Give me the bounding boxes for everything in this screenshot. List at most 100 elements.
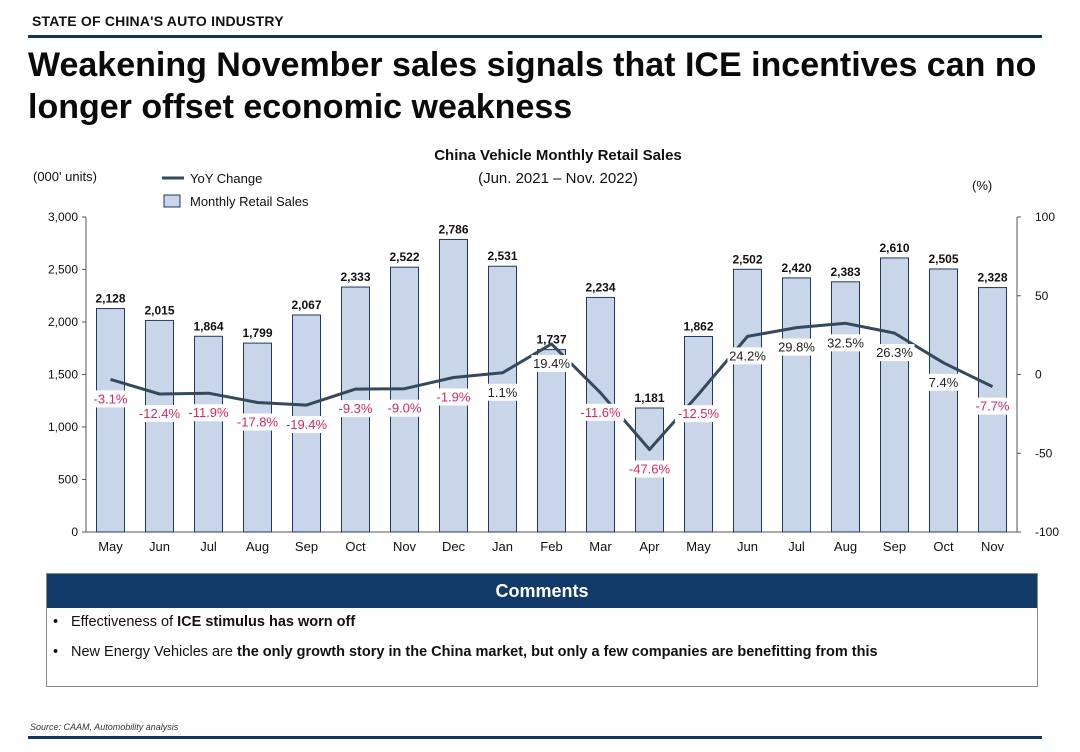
bar-value-label: 2,522 — [389, 250, 419, 264]
yoy-label-bg — [825, 334, 866, 352]
yoy-value-label: -19.4% — [286, 417, 328, 432]
right-tick-label: 100 — [1035, 210, 1055, 224]
data-labels: 2,128 2,015 1,864 1,799 2,067 2,333 2,522 2,786… — [90, 222, 1013, 478]
sales-bar — [831, 281, 860, 533]
bar-value-label: 2,531 — [487, 249, 517, 263]
sales-bar — [194, 335, 223, 533]
yoy-label-bg — [531, 354, 572, 372]
x-category-label: Mar — [589, 539, 612, 554]
x-category-label: Dec — [442, 539, 466, 554]
yoy-value-label: 1.1% — [488, 385, 518, 400]
bar-value-label: 1,799 — [242, 326, 272, 340]
bar-value-label: 1,181 — [634, 391, 664, 405]
yoy-label-bg — [486, 383, 519, 401]
chart-legend: YoY Change Monthly Retail Sales — [162, 171, 309, 209]
source-note: Source: CAAM, Automobility analysis — [30, 722, 179, 732]
left-tick-label: 1,000 — [48, 420, 78, 434]
left-axis-unit-label: (000' units) — [33, 169, 97, 184]
yoy-label-bg — [674, 405, 723, 423]
sales-bars — [96, 238, 1007, 533]
x-category-label: May — [98, 539, 123, 554]
left-tick-label: 0 — [71, 525, 78, 539]
comment-text: Effectiveness of — [71, 614, 178, 630]
sales-bar — [145, 319, 174, 533]
x-category-label: Oct — [933, 539, 954, 554]
yoy-label-bg — [384, 399, 425, 417]
yoy-label-bg — [776, 338, 817, 356]
yoy-value-label: 29.8% — [778, 340, 815, 355]
yoy-value-label: 26.3% — [876, 345, 913, 360]
bar-value-label: 2,128 — [95, 292, 125, 306]
bar-value-label: 2,610 — [879, 241, 909, 255]
yoy-value-label: -3.1% — [94, 391, 128, 406]
x-category-label: Oct — [345, 539, 366, 554]
sales-bar — [929, 268, 958, 533]
retail-sales-chart: China Vehicle Monthly Retail Sales (Jun.… — [33, 147, 1059, 554]
yoy-value-label: -12.5% — [678, 406, 720, 421]
chart-subtitle: (Jun. 2021 – Nov. 2022) — [478, 170, 638, 187]
yoy-value-label: 24.2% — [729, 348, 766, 363]
yoy-label-bg — [335, 400, 376, 418]
bar-value-label: 2,786 — [438, 222, 468, 236]
x-category-label: Jul — [788, 539, 805, 554]
x-category-label: Jul — [200, 539, 217, 554]
legend-bar-swatch — [163, 194, 181, 208]
sales-bar — [96, 308, 125, 533]
bullet-glyph: • — [53, 614, 59, 630]
bar-value-label: 1,862 — [683, 319, 713, 333]
legend-line-label: YoY Change — [190, 171, 262, 186]
bar-value-label: 2,015 — [144, 303, 174, 317]
comment-emphasis: ICE stimulus has worn off — [177, 614, 356, 630]
x-category-label: Jun — [737, 539, 758, 554]
sales-bar — [782, 277, 811, 533]
yoy-line-layer — [110, 321, 994, 451]
yoy-value-label: -7.7% — [976, 399, 1010, 414]
sales-bar — [243, 342, 272, 533]
x-category-label: Aug — [834, 539, 857, 554]
x-category-label: Aug — [246, 539, 269, 554]
right-axis-unit-label: (%) — [972, 178, 992, 193]
yoy-value-label: 32.5% — [827, 335, 864, 350]
yoy-value-label: -11.6% — [580, 405, 621, 420]
yoy-label-bg — [727, 347, 768, 365]
header-divider — [28, 35, 1042, 38]
yoy-value-label: -11.9% — [188, 405, 229, 420]
yoy-value-label: -47.6% — [629, 461, 671, 476]
comments-panel: Comments • Effectiveness of ICE stimulus … — [46, 573, 1038, 687]
yoy-label-bg — [233, 413, 282, 431]
yoy-label-bg — [972, 397, 1013, 415]
comment-emphasis: the only growth story in the China marke… — [237, 644, 878, 660]
yoy-label-bg — [282, 416, 331, 434]
comments-title: Comments — [47, 574, 1037, 608]
sales-bar — [439, 238, 468, 533]
left-tick-label: 500 — [58, 473, 78, 487]
bar-value-label: 1,737 — [536, 333, 566, 347]
bullet-glyph: • — [53, 644, 59, 660]
yoy-label-bg — [874, 344, 915, 362]
yoy-label-bg — [576, 403, 625, 421]
yoy-value-label: -17.8% — [237, 415, 279, 430]
yoy-change-line — [110, 321, 994, 451]
sales-bar — [684, 335, 713, 533]
x-category-label: Sep — [295, 539, 318, 554]
comment-text: New Energy Vehicles are — [71, 644, 238, 660]
bar-value-label: 2,333 — [340, 270, 370, 284]
x-category-label: Nov — [393, 539, 417, 554]
yoy-value-label: -1.9% — [437, 389, 471, 404]
left-tick-label: 1,500 — [48, 368, 78, 382]
x-category-label: May — [686, 539, 711, 554]
left-tick-label: 2,500 — [48, 263, 78, 277]
comment-item: • New Energy Vehicles are the only growth… — [53, 644, 878, 660]
x-category-label: Sep — [883, 539, 906, 554]
yoy-label-bg — [184, 404, 233, 422]
x-category-label: Jan — [492, 539, 513, 554]
yoy-label-bg — [625, 460, 674, 478]
sales-bar — [537, 349, 566, 533]
yoy-value-label: 7.4% — [929, 375, 959, 390]
x-category-label: Feb — [540, 539, 562, 554]
chart-title: China Vehicle Monthly Retail Sales — [434, 147, 682, 164]
chart-axes: 0 500 1,000 1,500 2,000 2,500 3,000 -100 -50 0 50 1… — [48, 210, 1059, 554]
right-tick-label: 0 — [1035, 368, 1042, 382]
x-category-label: Jun — [149, 539, 170, 554]
yoy-value-label: 19.4% — [533, 356, 570, 371]
